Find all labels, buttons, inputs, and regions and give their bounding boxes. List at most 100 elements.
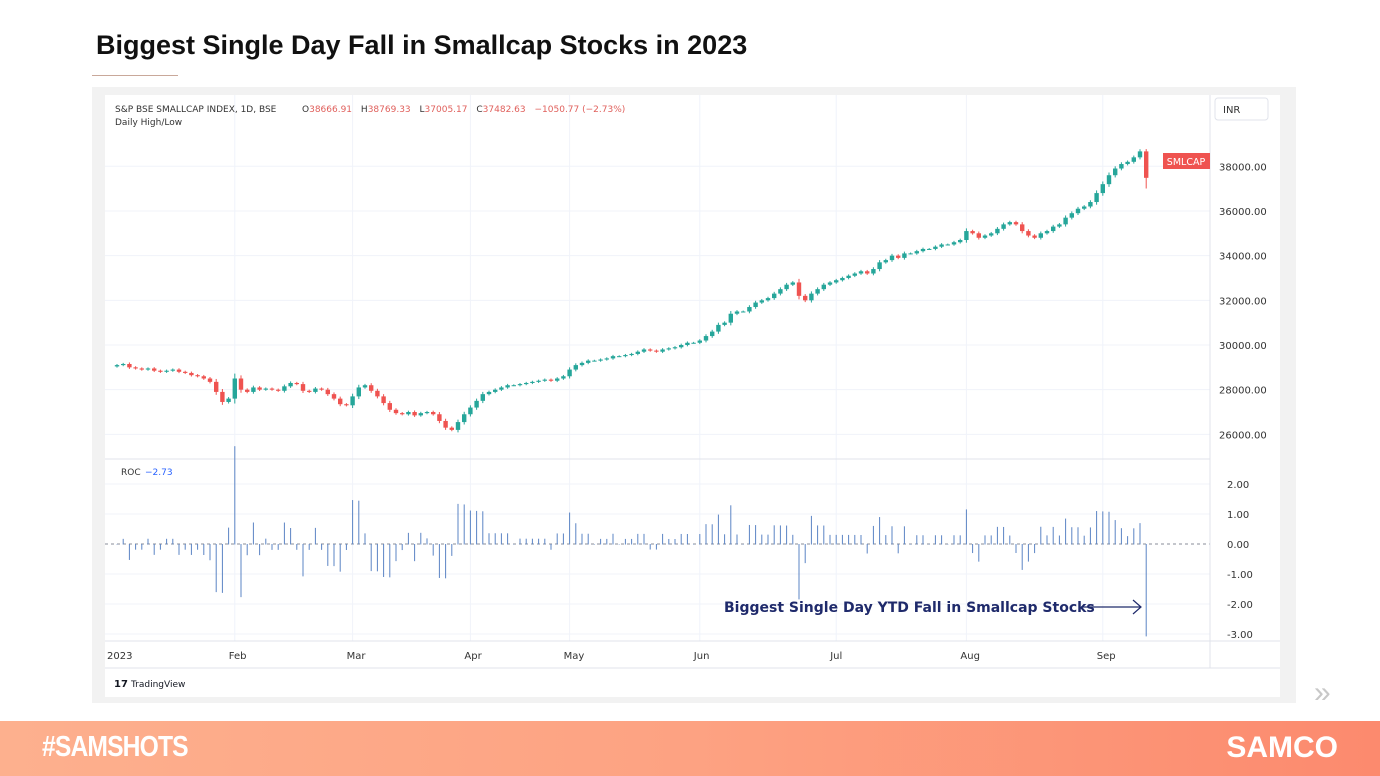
candle-body	[462, 414, 467, 423]
candle-body	[152, 368, 157, 371]
candle-body	[666, 348, 671, 350]
candle-body	[958, 240, 963, 243]
candle-body	[443, 420, 448, 428]
candle-body	[1032, 235, 1037, 238]
candle-body	[356, 387, 361, 397]
candle-body	[511, 385, 516, 387]
time-tick-label: Apr	[464, 651, 482, 662]
candle-body	[579, 362, 585, 366]
close-value: 37482.63	[483, 105, 526, 115]
candle-body	[697, 340, 702, 343]
change-value: −1050.77 (−2.73%)	[535, 105, 626, 115]
candle-body	[939, 244, 944, 247]
candle-body	[635, 351, 640, 354]
price-tick-label: 36000.00	[1219, 207, 1267, 218]
candle-body	[381, 396, 386, 404]
candle-body	[220, 391, 225, 402]
time-tick-label: Feb	[229, 651, 247, 662]
candle-body	[1131, 157, 1136, 162]
candle-body	[1069, 213, 1074, 218]
candle-body	[747, 307, 752, 312]
candle-body	[226, 398, 231, 402]
candle-body	[920, 248, 926, 252]
price-tick-label: 32000.00	[1219, 296, 1267, 307]
candle-body	[542, 379, 547, 381]
candle-body	[846, 275, 851, 278]
low-value: 37005.17	[425, 105, 468, 115]
candle-body	[1063, 217, 1068, 225]
candle-body	[759, 300, 764, 303]
candle-body	[300, 384, 306, 391]
candle-body	[245, 389, 250, 392]
title-underline	[92, 75, 178, 76]
candle-body	[982, 235, 988, 238]
candle-body	[809, 293, 814, 301]
candle-body	[536, 380, 541, 382]
legend-subtitle: Daily High/Low	[115, 118, 182, 128]
roc-label: ROC	[121, 468, 141, 478]
candle-body	[1038, 233, 1043, 238]
candle-body	[207, 378, 213, 382]
candle-body	[964, 231, 969, 240]
candle-body	[418, 413, 423, 416]
candle-body	[1082, 206, 1087, 209]
price-tag-label: SMLCAP	[1167, 157, 1206, 168]
candle-body	[598, 359, 603, 361]
candle-body	[1075, 208, 1081, 214]
candle-body	[716, 324, 721, 332]
next-chevron-icon[interactable]: »	[1314, 676, 1331, 709]
candle-body	[604, 358, 609, 360]
candle-body	[127, 363, 132, 368]
candle-body	[176, 369, 182, 372]
candle-body	[263, 388, 268, 390]
candle-body	[1125, 161, 1130, 165]
candle-body	[424, 412, 430, 414]
chart-svg: 38000.00 36000.00 34000.00 32000.00 30000.00…	[105, 95, 1280, 690]
candle-body	[1106, 175, 1112, 185]
candle-body	[889, 255, 895, 261]
page-title: Biggest Single Day Fall in Smallcap Stoc…	[96, 30, 748, 60]
candle-body	[629, 353, 634, 356]
candle-body	[133, 367, 138, 369]
candle-body	[672, 347, 678, 349]
open-value: 38666.91	[309, 105, 352, 115]
candle-body	[232, 378, 237, 399]
candle-body	[517, 384, 523, 386]
candle-body	[834, 280, 839, 283]
currency-button[interactable]	[1214, 97, 1269, 121]
candle-body	[685, 342, 690, 345]
candle-body	[362, 385, 368, 388]
candle-body	[114, 365, 120, 367]
candle-body	[1007, 222, 1012, 225]
candle-body	[400, 413, 405, 415]
candle-body	[933, 246, 938, 249]
price-tick-label: 30000.00	[1219, 341, 1267, 352]
candle-body	[158, 370, 163, 372]
candle-body	[139, 368, 144, 370]
candle-body	[995, 228, 1000, 234]
candle-body	[827, 282, 833, 285]
candle-body	[548, 379, 554, 381]
candle-body	[852, 273, 857, 276]
candle-body	[195, 375, 200, 377]
candle-body	[883, 260, 888, 263]
candle-body	[201, 376, 206, 379]
candle-body	[610, 356, 616, 359]
price-tick-label: 26000.00	[1219, 430, 1267, 441]
candle-body	[679, 345, 684, 348]
candle-body	[387, 403, 392, 410]
candle-body	[313, 388, 318, 392]
candle-body	[1144, 151, 1149, 178]
time-tick-label: May	[564, 651, 585, 662]
candle-body	[474, 400, 479, 408]
price-tick-label: 28000.00	[1219, 386, 1267, 397]
high-value: 38769.33	[368, 105, 411, 115]
candle-body	[796, 282, 802, 296]
price-tick-label: 38000.00	[1219, 162, 1267, 173]
candle-body	[660, 349, 665, 352]
candle-body	[437, 414, 442, 421]
candle-body	[455, 422, 461, 430]
candle-body	[1113, 168, 1118, 176]
brand-logo: SAMCO	[1226, 731, 1338, 764]
close-label: C	[476, 105, 482, 115]
